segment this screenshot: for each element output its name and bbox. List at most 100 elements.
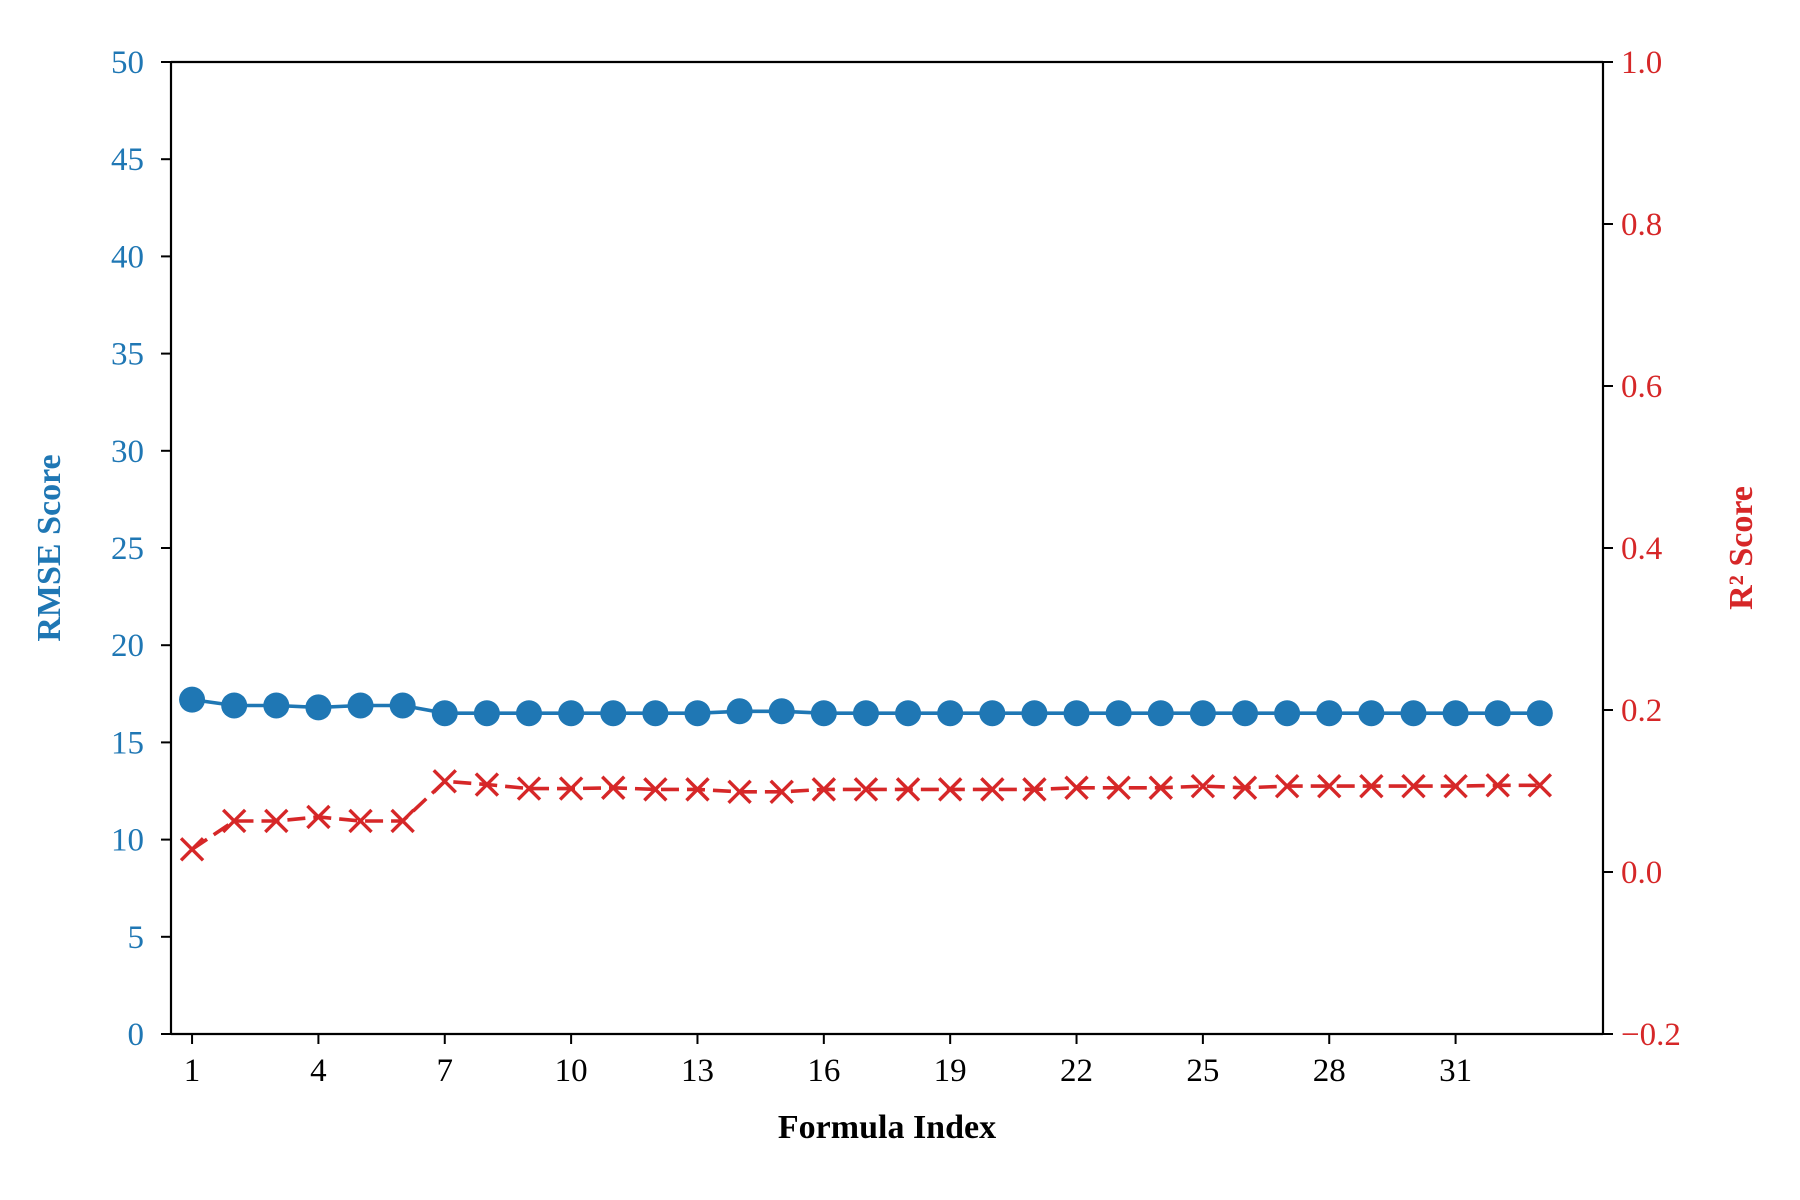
- r2-point-stroke: [221, 808, 247, 834]
- r2-point-stroke: [643, 777, 668, 802]
- r2-point-stroke: [769, 779, 794, 805]
- r2-point-stroke: [601, 775, 626, 800]
- r2-point: [1401, 773, 1426, 799]
- rmse-point: [473, 700, 500, 727]
- rmse-point: [389, 692, 416, 719]
- rmse-point: [642, 700, 669, 727]
- x-tick-label: 13: [681, 1053, 714, 1089]
- r2-point-stroke: [937, 777, 963, 802]
- rmse-point: [347, 692, 374, 719]
- rmse-point: [1526, 700, 1553, 727]
- r2-point: [1317, 773, 1342, 799]
- r2-point-stroke: [980, 777, 1005, 802]
- r2-point-stroke: [1190, 773, 1216, 799]
- r2-point: [895, 777, 921, 802]
- x-tick-label: 16: [807, 1053, 840, 1089]
- right-y-tick-label: 0.8: [1621, 207, 1662, 243]
- r2-point: [1443, 773, 1468, 799]
- series-layer: [179, 686, 1553, 862]
- rmse-point: [895, 700, 922, 727]
- x-tick-label: 7: [437, 1053, 454, 1089]
- r2-point: [348, 808, 373, 834]
- r2-point: [1106, 775, 1131, 800]
- r2-point: [1274, 773, 1300, 799]
- r2-point: [179, 837, 205, 862]
- r2-point: [1190, 773, 1216, 799]
- left-y-tick-label: 0: [128, 1017, 145, 1053]
- r2-point-stroke: [1064, 775, 1089, 800]
- r2-point-stroke: [1443, 773, 1468, 799]
- r2-point: [1064, 775, 1089, 800]
- rmse-point: [979, 700, 1006, 727]
- r2-point-stroke: [348, 808, 373, 834]
- rmse-point: [221, 692, 248, 719]
- rmse-point: [1189, 700, 1216, 727]
- r2-point-stroke: [685, 777, 710, 802]
- ticks-layer: 1 4 7 10 13 16 19 22 25 28 31 0 5 10 15 20 25 30 35 40 45 50 −…: [111, 45, 1681, 1089]
- r2-point: [1232, 775, 1258, 800]
- rmse-point: [1316, 700, 1343, 727]
- rmse-point: [937, 700, 964, 727]
- r2-point-stroke: [1401, 773, 1426, 799]
- r2-point: [1148, 775, 1173, 800]
- r2-point-stroke: [516, 776, 542, 801]
- r2-point: [643, 777, 668, 802]
- r2-point: [853, 777, 879, 802]
- rmse-point: [179, 686, 206, 713]
- r2-point: [1359, 773, 1384, 799]
- r2-point: [474, 772, 500, 797]
- r2-point: [937, 777, 963, 802]
- rmse-point: [1232, 700, 1258, 727]
- rmse-point: [1021, 700, 1048, 727]
- r2-point-stroke: [727, 779, 752, 805]
- axes-layer: [169, 60, 1605, 1036]
- right-y-tick-label: 1.0: [1621, 45, 1662, 81]
- r2-point-stroke: [1148, 775, 1173, 800]
- x-tick-label: 31: [1439, 1053, 1472, 1089]
- x-tick-label: 4: [310, 1053, 327, 1089]
- x-tick-label: 25: [1186, 1053, 1219, 1089]
- right-y-tick-label: 0.6: [1621, 369, 1662, 405]
- right-y-tick-label: −0.2: [1621, 1017, 1681, 1053]
- rmse-point: [1105, 700, 1132, 727]
- r2-point: [685, 777, 710, 802]
- left-y-tick-label: 30: [111, 434, 144, 470]
- rmse-point: [1442, 700, 1469, 727]
- r2-point-stroke: [1485, 773, 1510, 798]
- rmse-point: [810, 700, 837, 727]
- r2-point: [811, 777, 837, 802]
- left-y-tick-label: 45: [111, 142, 144, 178]
- rmse-point: [1358, 700, 1385, 727]
- x-tick-label: 28: [1313, 1053, 1346, 1089]
- left-y-tick-label: 35: [111, 337, 144, 373]
- x-tick-label: 22: [1060, 1053, 1093, 1089]
- rmse-point: [305, 694, 332, 721]
- x-tick-label: 1: [184, 1053, 201, 1089]
- r2-point: [601, 775, 626, 800]
- r2-point-stroke: [853, 777, 879, 802]
- left-y-tick-label: 25: [111, 531, 144, 567]
- rmse-point: [516, 700, 542, 727]
- rmse-point: [1063, 700, 1090, 727]
- left-y-axis-title: RMSE Score: [31, 454, 68, 641]
- left-y-tick-label: 20: [111, 628, 144, 664]
- rmse-point: [1400, 700, 1427, 727]
- left-y-tick-label: 5: [128, 920, 145, 956]
- x-tick-label: 10: [555, 1053, 588, 1089]
- left-y-tick-label: 10: [111, 823, 144, 859]
- rmse-point: [263, 692, 290, 719]
- r2-point: [432, 769, 457, 794]
- r2-point-stroke: [1359, 773, 1384, 799]
- r2-point-stroke: [432, 769, 457, 794]
- r2-point-stroke: [306, 804, 331, 830]
- r2-point-stroke: [474, 772, 500, 797]
- r2-point-stroke: [1527, 773, 1553, 798]
- rmse-point: [684, 700, 711, 727]
- r2-point-stroke: [1317, 773, 1342, 799]
- r2-point: [390, 808, 415, 834]
- r2-point-stroke: [558, 776, 584, 801]
- r2-point-stroke: [264, 808, 289, 834]
- r2-point: [558, 776, 584, 801]
